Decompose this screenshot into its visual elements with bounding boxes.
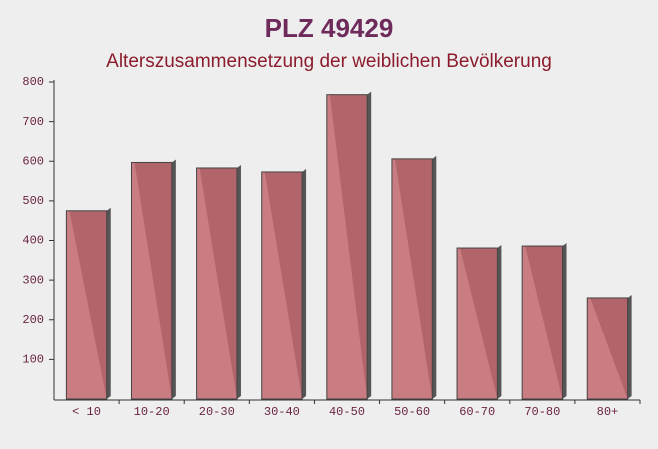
y-tick-label: 600: [22, 154, 44, 168]
bar: [130, 161, 173, 400]
bar: [521, 245, 564, 400]
bar: [391, 158, 433, 400]
x-tick-label: 30-40: [264, 405, 300, 419]
x-tick-label: 20-30: [199, 405, 235, 419]
x-tick-label: < 10: [72, 405, 101, 419]
x-tick-label: 50-60: [394, 405, 430, 419]
x-tick-label: 70-80: [524, 405, 560, 419]
y-tick-label: 400: [22, 234, 44, 248]
y-tick-label: 500: [22, 194, 44, 208]
y-tick-label: 800: [22, 75, 44, 89]
bar: [196, 167, 238, 400]
x-tick-label: 80+: [597, 405, 619, 419]
x-tick-label: 60-70: [459, 405, 495, 419]
y-tick-label: 300: [22, 273, 44, 287]
bar: [456, 247, 498, 400]
chart-subtitle: Alterszusammensetzung der weiblichen Bev…: [106, 51, 552, 72]
chart-title: PLZ 49429: [265, 13, 394, 43]
y-tick-label: 100: [22, 353, 44, 367]
bar: [326, 94, 368, 400]
y-tick-label: 700: [22, 115, 44, 129]
x-tick-label: 40-50: [329, 405, 365, 419]
bar: [586, 297, 629, 400]
bar: [65, 210, 108, 400]
x-tick-label: 10-20: [134, 405, 170, 419]
bar: [261, 171, 303, 400]
y-tick-label: 200: [22, 313, 44, 327]
